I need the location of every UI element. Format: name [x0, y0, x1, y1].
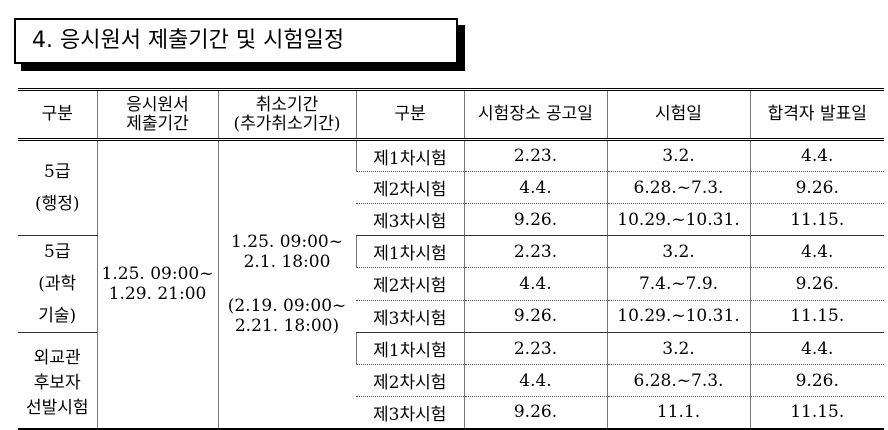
date-cell: 4.4. — [749, 235, 884, 269]
exam-stage: 제1차시험 — [355, 235, 464, 269]
exam-stage: 제2차시험 — [356, 171, 464, 204]
cell-line: 1.29. 21:00 — [108, 284, 207, 305]
cell-line: 취소기간 — [255, 94, 319, 115]
column-header: 합격자 발표일 — [749, 88, 884, 141]
date-cell: 2.23. — [463, 139, 607, 172]
header-row: 구분 응시원서 제출기간 취소기간 (추가취소기간) 구분 시험장소 공고일 시험일 합격자 발… — [18, 88, 884, 141]
application-period: 1.25. 09:00~ 1.29. 21:00 — [96, 139, 218, 430]
cell-line: 1.25. 09:00~ — [231, 232, 343, 253]
column-header: 취소기간 (추가취소기간) — [217, 88, 356, 141]
date-cell: 4.4. — [463, 364, 607, 397]
cell-line: (추가취소기간) — [233, 113, 341, 134]
exam-stage: 제3차시험 — [356, 203, 464, 236]
cell-line: 5급 — [44, 162, 71, 182]
date-cell: 10.29.~10.31. — [606, 300, 750, 334]
table-row: 제3차시험 9.26. 11.1. 11.15. — [18, 396, 884, 430]
exam-stage: 제1차시험 — [355, 332, 464, 365]
date-cell: 10.29.~10.31. — [606, 203, 750, 236]
table-body: 5급 (행정) 1.25. 09:00~ 1.29. 21:00 1.25. 09:00… — [18, 139, 884, 430]
column-header: 시험장소 공고일 — [463, 88, 607, 141]
cell-line: 구분 — [41, 104, 73, 124]
group-name: 5급 (행정) — [18, 139, 97, 236]
cell-line: 선발시험 — [25, 397, 89, 418]
cell-line: 2.1. 18:00 — [243, 252, 331, 273]
table-row: 제2차시험 4.4. 6.28.~7.3. 9.26. — [18, 171, 884, 204]
column-header: 시험일 — [606, 88, 750, 141]
date-cell: 9.26. — [749, 267, 884, 301]
date-cell: 7.4.~7.9. — [606, 267, 750, 301]
exam-stage: 제3차시험 — [356, 300, 464, 334]
table-row: 5급 (행정) 1.25. 09:00~ 1.29. 21:00 1.25. 09:00… — [18, 139, 884, 430]
spacer — [219, 272, 356, 296]
table-row: 제3차시험 9.26. 10.29.~10.31. 11.15. — [18, 203, 884, 236]
cell-line: 응시원서 — [126, 94, 189, 115]
cell-line: 5급 — [44, 242, 71, 262]
date-cell: 4.4. — [463, 171, 607, 204]
date-cell: 6.28.~7.3. — [606, 171, 750, 204]
cell-line: 합격자 발표일 — [767, 104, 867, 124]
date-cell: 9.26. — [463, 300, 607, 334]
schedule-table: 구분 응시원서 제출기간 취소기간 (추가취소기간) 구분 시험장소 공고일 시험일 합격자 발… — [18, 88, 884, 430]
date-cell: 4.4. — [463, 267, 607, 301]
cell-line: 2.21. 18:00) — [234, 316, 340, 337]
section-title: 4. 응시원서 제출기간 및 시험일정 — [14, 18, 458, 64]
exam-stage: 제1차시험 — [355, 139, 464, 172]
exam-stage: 제2차시험 — [356, 364, 464, 397]
date-cell: 11.15. — [749, 203, 884, 236]
table-row: 제2차시험 4.4. 7.4.~7.9. 9.26. — [18, 267, 884, 301]
table-row: 제2차시험 4.4. 6.28.~7.3. 9.26. — [18, 364, 884, 397]
date-cell: 3.2. — [606, 139, 750, 172]
cell-line: 후보자 — [33, 372, 81, 393]
cell-line: 외교관 — [33, 347, 81, 368]
date-cell: 4.4. — [749, 332, 884, 365]
cell-line: 시험장소 공고일 — [478, 104, 593, 124]
exam-stage: 제2차시험 — [356, 267, 464, 301]
cell-line: 제출기간 — [126, 113, 189, 134]
cell-line: 시험일 — [655, 104, 702, 124]
table-row: 제3차시험 9.26. 10.29.~10.31. 11.15. — [18, 300, 884, 334]
cell-line: 1.25. 09:00~ — [101, 264, 214, 285]
date-cell: 11.15. — [749, 396, 884, 430]
cell-line: 구분 — [394, 104, 426, 124]
column-header: 응시원서 제출기간 — [96, 88, 218, 141]
table-header: 구분 응시원서 제출기간 취소기간 (추가취소기간) 구분 시험장소 공고일 시험일 합격자 발… — [18, 88, 884, 141]
date-cell: 9.26. — [749, 364, 884, 397]
column-header: 구분 — [18, 88, 97, 141]
cancel-period: 1.25. 09:00~ 2.1. 18:00 (2.19. 09:00~ 2.21.… — [217, 139, 356, 430]
date-cell: 9.26. — [463, 203, 607, 236]
cell-line: (2.19. 09:00~ — [227, 296, 347, 317]
date-cell: 9.26. — [463, 396, 607, 430]
cell-line: 기술) — [38, 306, 77, 326]
date-cell: 6.28.~7.3. — [606, 364, 750, 397]
date-cell: 3.2. — [606, 235, 750, 269]
date-cell: 3.2. — [606, 332, 750, 365]
date-cell: 2.23. — [463, 235, 607, 269]
date-cell: 9.26. — [749, 171, 884, 204]
exam-stage: 제3차시험 — [356, 396, 464, 430]
cell-line: (행정) — [34, 194, 80, 214]
column-header: 구분 — [355, 88, 464, 141]
date-cell: 2.23. — [463, 332, 607, 365]
date-cell: 11.15. — [749, 300, 884, 334]
date-cell: 4.4. — [749, 139, 884, 172]
cell-line: (과학 — [38, 274, 77, 294]
date-cell: 11.1. — [606, 396, 750, 430]
